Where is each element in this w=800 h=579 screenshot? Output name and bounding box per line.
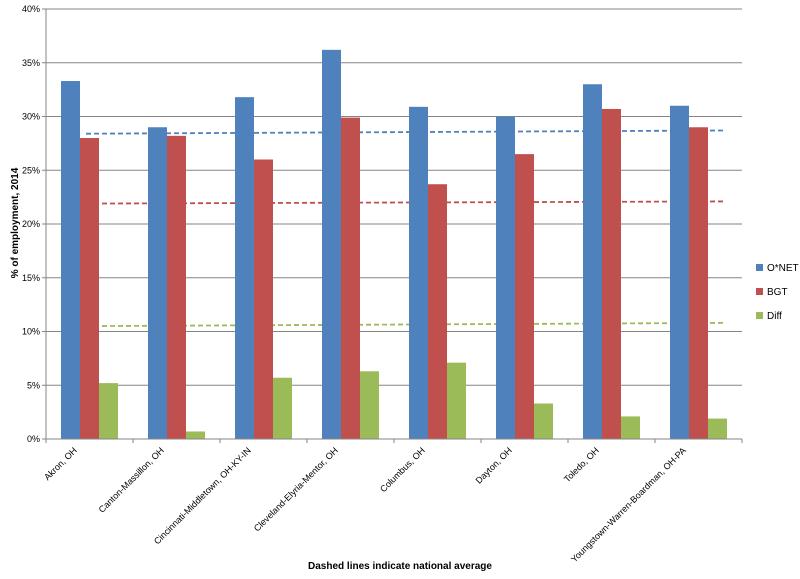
x-axis-title: Dashed lines indicate national average (308, 561, 492, 572)
category-label: Cincinnati-Middletown, OH-KY-IN (152, 445, 253, 546)
bar-o-net-5 (496, 116, 515, 439)
bar-bgt-0 (80, 138, 99, 439)
bar-bgt-3 (341, 117, 360, 439)
legend: O*NET BGT Diff (756, 263, 799, 322)
bar-o-net-2 (235, 97, 254, 440)
y-tick-label: 0% (27, 434, 40, 444)
legend-swatch (756, 288, 763, 295)
y-axis-title: % of employment, 2014 (10, 167, 21, 278)
category-label: Canton-Massillon, OH (97, 445, 166, 514)
category-label: Akron, OH (42, 445, 79, 482)
axes (45, 9, 743, 443)
category-label: Columbus, OH (378, 445, 427, 494)
bar-o-net-1 (148, 127, 167, 439)
bar-bgt-2 (254, 159, 273, 439)
bar-o-net-3 (322, 49, 341, 439)
y-tick-label: 25% (22, 165, 40, 175)
bar-diff-5 (534, 403, 553, 439)
bar-o-net-0 (61, 81, 80, 440)
category-label: Cleveland-Elyria-Mentor, OH (252, 445, 340, 533)
bars (61, 49, 727, 440)
y-tick-label: 40% (22, 4, 40, 14)
legend-swatch (756, 264, 763, 271)
bar-diff-3 (360, 371, 379, 439)
bar-o-net-7 (670, 105, 689, 439)
y-tick-label: 35% (22, 58, 40, 68)
y-tick-label: 30% (22, 112, 40, 122)
category-label: Dayton, OH (474, 445, 514, 485)
y-tick-label: 10% (22, 327, 40, 337)
y-tick-label: 5% (27, 380, 40, 390)
legend-label: BGT (767, 287, 788, 298)
y-tick-labels: 0% 5% 10% 15% 20% 25% 30% 35% 40% (22, 4, 40, 444)
national-average-line-o-net (85, 129, 725, 135)
y-tick-label: 20% (22, 219, 40, 229)
bar-diff-6 (621, 416, 640, 439)
bar-diff-4 (447, 362, 466, 439)
category-label: Toledo, OH (562, 445, 601, 484)
bar-bgt-6 (602, 108, 621, 439)
bar-diff-7 (708, 418, 727, 439)
bar-diff-2 (273, 377, 292, 439)
bar-bgt-1 (167, 135, 186, 439)
bar-bgt-5 (515, 154, 534, 439)
legend-label: Diff (767, 311, 782, 322)
bar-diff-1 (186, 431, 205, 439)
y-tick-label: 15% (22, 273, 40, 283)
bar-o-net-6 (583, 84, 602, 439)
legend-label: O*NET (767, 263, 799, 274)
bar-bgt-4 (428, 184, 447, 439)
gridlines (42, 8, 742, 440)
bar-diff-0 (99, 383, 118, 439)
bar-o-net-4 (409, 106, 428, 439)
legend-swatch (756, 312, 763, 319)
x-category-labels: Akron, OH Canton-Massillon, OHCincinnati-… (42, 445, 688, 564)
bar-bgt-7 (689, 127, 708, 439)
